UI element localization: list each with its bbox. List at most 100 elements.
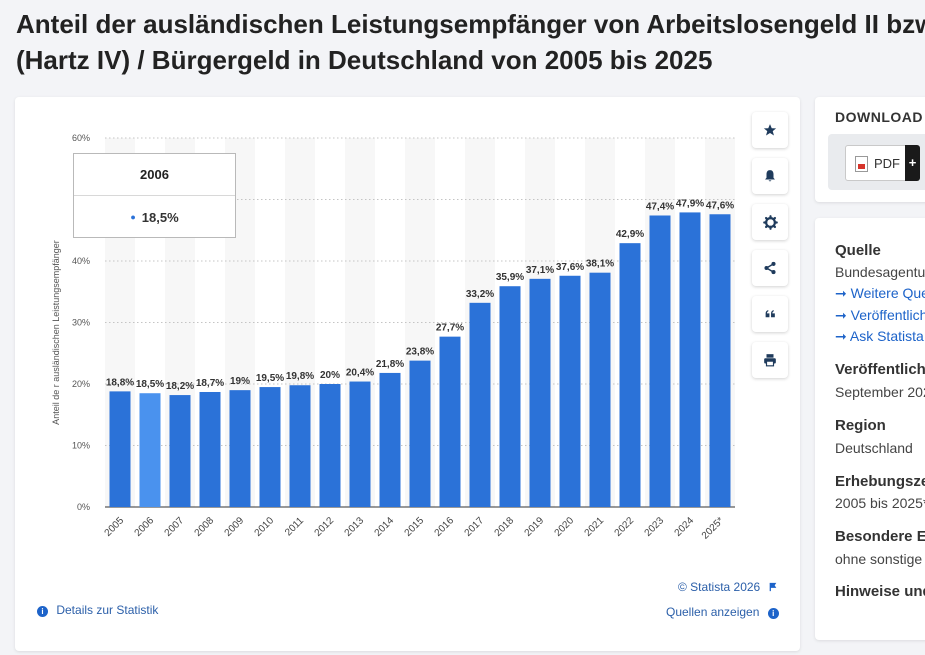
published-label: Veröffentlicht [835, 361, 925, 378]
data-label: 47,6% [706, 200, 734, 211]
x-tick-label: 2019 [523, 515, 547, 539]
region-label: Region [835, 417, 886, 434]
arrow-right-icon: ➞ [835, 307, 851, 323]
bar [619, 243, 641, 508]
data-label: 21,8% [376, 359, 404, 370]
bar [709, 214, 731, 507]
source-label: Quelle [835, 242, 881, 259]
data-label: 23,8% [406, 347, 434, 358]
sources-link-label: Quellen anzeigen [666, 605, 760, 619]
x-tick-label: 2009 [223, 515, 247, 539]
bar [379, 372, 401, 507]
page-title: Anteil der ausländischen Leistungsempfän… [16, 6, 925, 78]
bar [499, 286, 521, 507]
data-label: 47,4% [646, 201, 674, 212]
y-axis-title: Anteil de r ausländischen Leistungsempfä… [51, 240, 61, 425]
data-label: 35,9% [496, 272, 524, 283]
tooltip-row: ● 18,5% [74, 196, 235, 238]
bar [559, 275, 581, 507]
data-label: 38,1% [586, 259, 614, 270]
x-tick-label: 2008 [193, 515, 217, 539]
data-label: 20% [320, 370, 340, 381]
bar [649, 215, 671, 507]
period-value: 2005 bis 2025* [835, 495, 925, 511]
x-tick-label: 2023 [643, 515, 667, 539]
y-tick-label: 10% [72, 441, 90, 451]
arrow-right-icon: ➞ [835, 328, 850, 344]
bar [289, 385, 311, 507]
tooltip-title: 2006 [74, 154, 235, 196]
bar [679, 212, 701, 507]
x-tick-label: 2013 [343, 515, 367, 539]
data-label: 19,5% [256, 373, 284, 384]
bar [229, 390, 251, 507]
pdf-plus-button[interactable]: + [905, 145, 920, 181]
bar [109, 391, 131, 507]
info-icon: i [767, 608, 779, 619]
data-label: 18,8% [106, 377, 134, 388]
bar [439, 336, 461, 507]
bar [169, 395, 191, 507]
source-value: Bundesagentur für Arbeit [835, 264, 925, 280]
y-tick-label: 0% [77, 502, 90, 512]
y-tick-label: 40% [72, 256, 90, 266]
more-sources-link[interactable]: ➞ Weitere Quellen [835, 285, 925, 302]
download-title: DOWNLOAD [835, 109, 923, 125]
share-button[interactable] [752, 250, 788, 286]
x-tick-label: 2020 [553, 515, 577, 539]
info-icon: i [37, 606, 48, 617]
data-label: 47,9% [676, 198, 704, 209]
settings-button[interactable] [752, 204, 788, 240]
bar [409, 360, 431, 507]
data-label: 37,1% [526, 265, 554, 276]
bar [139, 393, 161, 507]
details-link-label: Details zur Statistik [56, 603, 159, 617]
x-tick-label: 2006 [133, 515, 157, 539]
notification-button[interactable] [752, 158, 788, 194]
gear-icon [762, 214, 778, 230]
flag-icon [769, 582, 776, 592]
cite-button[interactable] [752, 296, 788, 332]
favorite-button[interactable] [752, 112, 788, 148]
data-label: 42,9% [616, 229, 644, 240]
pdf-file-icon [855, 156, 868, 172]
publication-link[interactable]: ➞ Veröffentlichung [835, 307, 925, 324]
ask-statista-link[interactable]: ➞ Ask Statista [835, 328, 924, 345]
pdf-label: PDF [874, 156, 900, 171]
pdf-download-button[interactable]: PDF + [845, 145, 920, 181]
published-value: September 2025 [835, 384, 925, 400]
x-tick-label: 2017 [463, 515, 487, 539]
data-label: 18,2% [166, 381, 194, 392]
copyright-text: © Statista 2026 [678, 580, 778, 594]
bar [469, 302, 491, 507]
x-tick-label: 2015 [403, 515, 427, 539]
details-link[interactable]: i Details zur Statistik [37, 603, 158, 617]
quote-icon [765, 309, 775, 317]
tooltip-value: 18,5% [141, 210, 179, 225]
special-value: ohne sonstige [835, 551, 923, 567]
bar [529, 278, 551, 507]
data-label: 33,2% [466, 289, 494, 300]
more-sources-label: Weitere Quellen [850, 285, 925, 301]
data-label: 27,7% [436, 323, 464, 334]
publication-label: Veröffentlichung [850, 307, 925, 323]
data-label: 18,5% [136, 379, 164, 390]
region-value: Deutschland [835, 440, 913, 456]
page-title-line-1: Anteil der ausländischen Leistungsempfän… [16, 9, 925, 39]
info-card: Quelle Bundesagentur für Arbeit ➞ Weiter… [815, 218, 925, 640]
data-label: 20,4% [346, 368, 374, 379]
chart-tooltip: 2006 ● 18,5% [73, 153, 236, 238]
sources-link[interactable]: Quellen anzeigen i [666, 605, 779, 619]
bar [589, 272, 611, 507]
special-label: Besondere Eigenschaften [835, 528, 925, 545]
x-tick-label: 2021 [583, 515, 607, 539]
copyright-label: © Statista 2026 [678, 580, 761, 594]
x-tick-label: 2022 [613, 515, 637, 539]
bar [349, 381, 371, 507]
x-tick-label: 2010 [253, 515, 277, 539]
printer-icon [764, 354, 776, 367]
y-tick-label: 60% [72, 133, 90, 143]
x-tick-label: 2007 [163, 515, 187, 539]
print-button[interactable] [752, 342, 788, 378]
y-tick-label: 20% [72, 379, 90, 389]
